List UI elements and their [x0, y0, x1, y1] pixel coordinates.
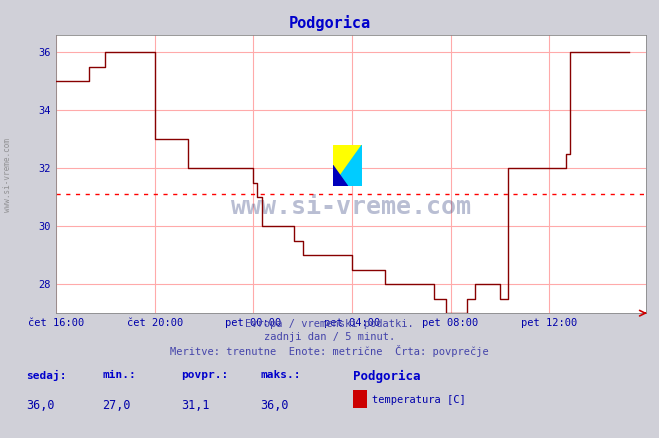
Text: Podgorica: Podgorica [353, 370, 420, 383]
Text: 36,0: 36,0 [260, 399, 289, 413]
Text: www.si-vreme.com: www.si-vreme.com [3, 138, 13, 212]
Text: temperatura [C]: temperatura [C] [372, 395, 465, 405]
Text: maks.:: maks.: [260, 370, 301, 380]
Text: 27,0: 27,0 [102, 399, 130, 413]
Text: Evropa / vremenski podatki.: Evropa / vremenski podatki. [245, 319, 414, 329]
Text: Podgorica: Podgorica [289, 15, 370, 32]
Text: povpr.:: povpr.: [181, 370, 229, 380]
Polygon shape [333, 145, 362, 186]
Text: zadnji dan / 5 minut.: zadnji dan / 5 minut. [264, 332, 395, 342]
Text: sedaj:: sedaj: [26, 370, 67, 381]
Text: www.si-vreme.com: www.si-vreme.com [231, 195, 471, 219]
Polygon shape [333, 166, 348, 186]
Text: Meritve: trenutne  Enote: metrične  Črta: povprečje: Meritve: trenutne Enote: metrične Črta: … [170, 345, 489, 357]
Polygon shape [333, 145, 362, 186]
Text: min.:: min.: [102, 370, 136, 380]
Text: 36,0: 36,0 [26, 399, 55, 413]
Text: 31,1: 31,1 [181, 399, 210, 413]
